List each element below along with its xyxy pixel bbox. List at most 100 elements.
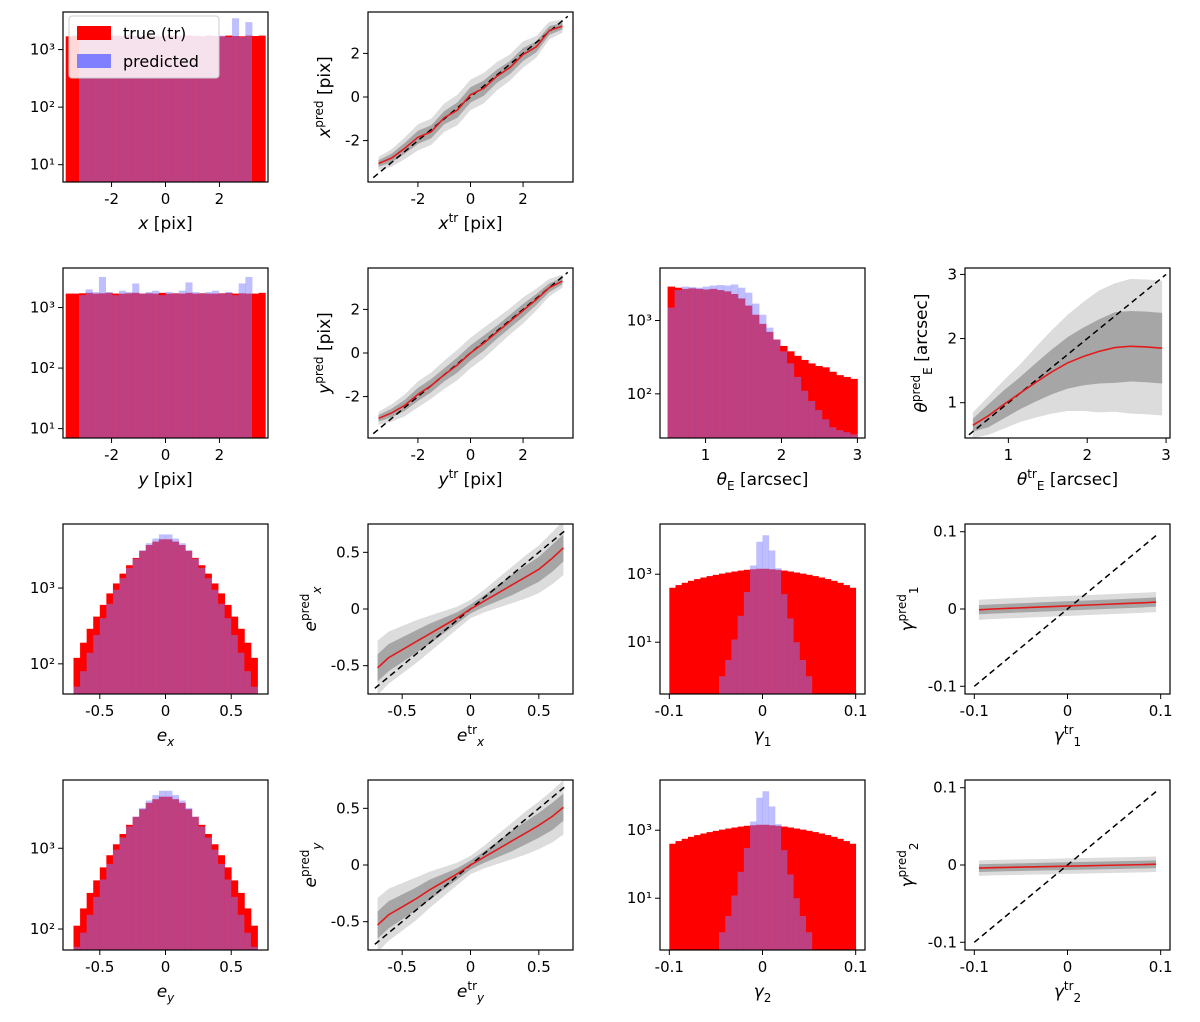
hist-bar-true bbox=[829, 371, 837, 438]
y-tick-label: 10³ bbox=[627, 312, 652, 330]
hist-bar-predicted bbox=[105, 292, 113, 438]
y-tick-label: 0 bbox=[947, 600, 957, 618]
plot-area bbox=[374, 524, 567, 694]
hist-bar-predicted bbox=[185, 807, 193, 950]
hist-bar-predicted bbox=[132, 816, 140, 950]
hist-bar-predicted bbox=[709, 285, 718, 438]
hist-bar-predicted bbox=[112, 589, 120, 694]
hist-bar-true bbox=[65, 36, 73, 182]
x-tick-label: 2 bbox=[215, 446, 225, 464]
hist-bar-true bbox=[251, 293, 260, 438]
x-tick-label: 3 bbox=[853, 446, 863, 464]
hist-bar-predicted bbox=[780, 351, 788, 438]
hist-bar-predicted bbox=[744, 292, 753, 438]
hist-bar-predicted bbox=[158, 295, 166, 438]
hist-bar-true bbox=[725, 828, 732, 950]
hist-bar-true bbox=[837, 582, 844, 694]
y-axis-label: epredx bbox=[298, 586, 324, 632]
hist-bar-predicted bbox=[178, 543, 186, 694]
hist-bar-predicted bbox=[731, 895, 739, 950]
x-axis-label: xtr [pix] bbox=[438, 211, 503, 234]
hist-bar-predicted bbox=[250, 686, 258, 694]
x-tick-label: 0.5 bbox=[219, 958, 243, 976]
x-tick-label: -0.1 bbox=[960, 702, 989, 720]
y-tick-label: 10³ bbox=[30, 299, 55, 317]
y-axis-label: ypred [pix] bbox=[312, 312, 335, 395]
y-tick-label: 0.5 bbox=[336, 799, 360, 817]
y-tick-label: 0 bbox=[947, 856, 957, 874]
x-tick-label: 0.5 bbox=[527, 702, 551, 720]
x-tick-label: -0.5 bbox=[388, 702, 417, 720]
hist-bar-predicted bbox=[172, 538, 180, 694]
y-tick-label: 10³ bbox=[30, 41, 55, 59]
y-tick-label: 10³ bbox=[627, 821, 652, 839]
x-axis-label: ex bbox=[157, 726, 175, 749]
x-tick-label: 0.1 bbox=[844, 702, 868, 720]
hist-bar-predicted bbox=[238, 283, 246, 438]
hist-bar-predicted bbox=[245, 276, 253, 438]
hist-bar-predicted bbox=[132, 558, 140, 694]
hist-bar-predicted bbox=[801, 390, 809, 438]
hist-bar-predicted bbox=[191, 816, 199, 950]
x-tick-label: 0 bbox=[161, 190, 171, 208]
hist-bar-true bbox=[681, 838, 689, 950]
panel-scatter_ey: -0.5 0 0.5 -0.5 0 0.5 etry epredy bbox=[298, 779, 574, 1005]
hist-bar-predicted bbox=[158, 790, 166, 950]
x-tick-label: -2 bbox=[410, 190, 425, 208]
hist-bar-predicted bbox=[237, 914, 245, 950]
hist-bar-true bbox=[694, 579, 701, 694]
hist-bar-predicted bbox=[743, 592, 751, 694]
hist-bar-predicted bbox=[218, 603, 226, 694]
hist-bar-true bbox=[849, 587, 857, 694]
x-tick-label: 0 bbox=[161, 446, 171, 464]
hist-bar-true bbox=[700, 577, 707, 694]
hist-bar-true bbox=[687, 580, 695, 694]
hist-bar-predicted bbox=[836, 430, 844, 438]
hist-bar-true bbox=[812, 576, 819, 694]
panel-hist_x: -2 0 2 10¹ 10² 10³ x [pix] bbox=[30, 11, 269, 234]
x-tick-label: -2 bbox=[410, 446, 425, 464]
median-line bbox=[972, 345, 1163, 426]
hist-bar-predicted bbox=[681, 286, 690, 438]
hist-bar-predicted bbox=[750, 565, 757, 694]
hist-bar-true bbox=[258, 292, 266, 438]
x-tick-label: 0.1 bbox=[1149, 958, 1173, 976]
hist-bar-true bbox=[824, 835, 832, 950]
hist-bar-predicted bbox=[224, 618, 232, 694]
x-axis-label: y [pix] bbox=[137, 470, 192, 490]
x-tick-label: -0.1 bbox=[655, 958, 684, 976]
y-tick-label: -2 bbox=[345, 388, 360, 406]
hist-bar-predicted bbox=[702, 286, 711, 438]
plot-area bbox=[973, 791, 1157, 943]
plot-area bbox=[667, 284, 858, 438]
hist-bar-predicted bbox=[218, 293, 226, 438]
hist-bar-predicted bbox=[92, 292, 100, 438]
hist-bar-true bbox=[258, 35, 266, 182]
x-axis-label: γ1 bbox=[754, 726, 772, 749]
y-tick-label: 2 bbox=[947, 330, 957, 348]
hist-bar-predicted bbox=[112, 35, 120, 182]
panel-scatter_y: -2 0 2 -2 0 2 ytr [pix] ypred [pix] bbox=[312, 267, 574, 490]
hist-bar-predicted bbox=[731, 639, 739, 694]
hist-bar-true bbox=[80, 908, 88, 950]
plot-area bbox=[374, 780, 567, 950]
hist-bar-predicted bbox=[73, 686, 81, 694]
x-tick-label: 0 bbox=[1063, 958, 1073, 976]
y-axis-label: γpred1 bbox=[895, 587, 921, 632]
hist-bar-true bbox=[719, 829, 726, 950]
hist-bar-predicted bbox=[725, 916, 732, 950]
hist-bar-true bbox=[675, 841, 683, 950]
x-tick-label: -0.5 bbox=[85, 958, 114, 976]
hist-bar-predicted bbox=[781, 594, 788, 694]
hist-bar-predicted bbox=[799, 660, 807, 694]
hist-bar-true bbox=[731, 571, 739, 694]
hist-bar-predicted bbox=[132, 36, 140, 182]
panel-scatter_theta: 1 2 3 1 2 3 θtrE [arcsec] θpredE [arcsec] bbox=[909, 265, 1171, 493]
hist-bar-predicted bbox=[799, 916, 807, 950]
x-axis-label: γtr2 bbox=[1054, 979, 1081, 1005]
hist-bar-predicted bbox=[218, 863, 226, 950]
hist-bar-true bbox=[836, 375, 844, 438]
x-tick-label: -0.5 bbox=[388, 958, 417, 976]
hist-bar-predicted bbox=[205, 292, 213, 438]
